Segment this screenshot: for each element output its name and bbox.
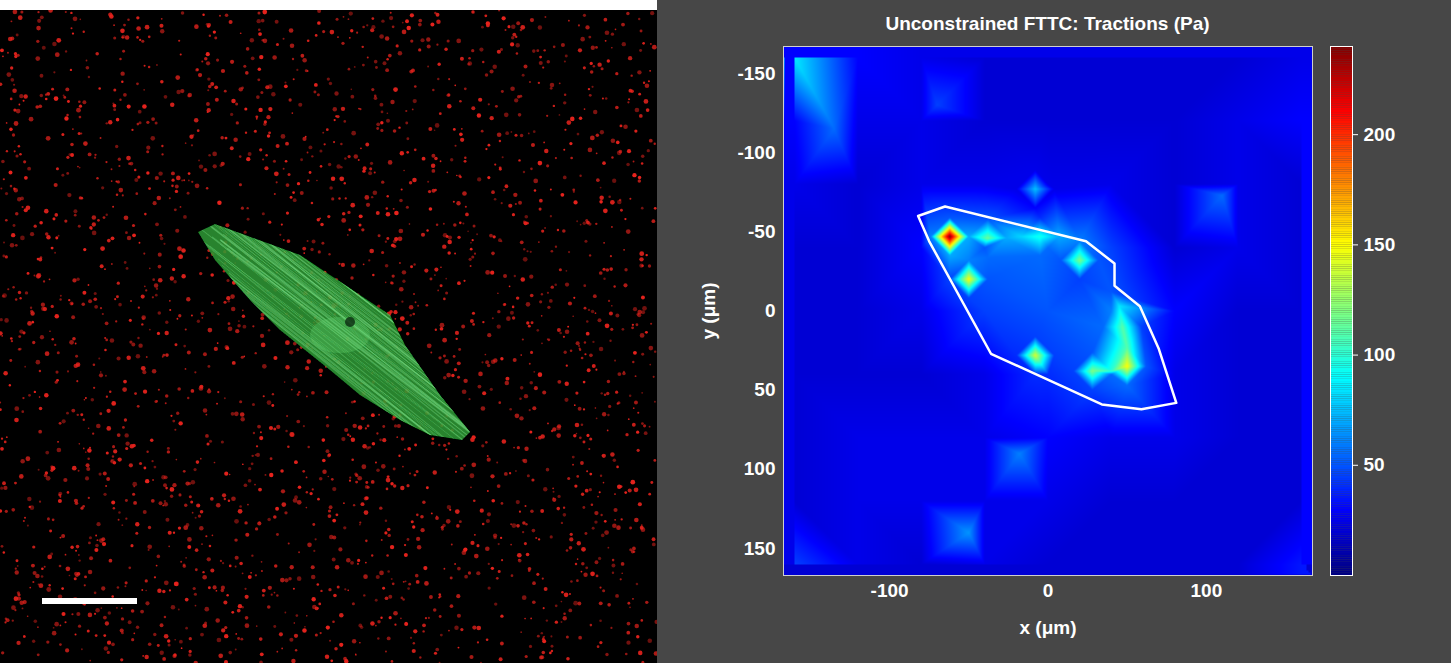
svg-text:-100: -100 [871, 580, 909, 601]
svg-text:0: 0 [765, 300, 776, 321]
svg-text:150: 150 [744, 538, 776, 559]
svg-text:-100: -100 [737, 142, 775, 163]
svg-text:x (μm): x (μm) [1019, 617, 1076, 638]
svg-text:-150: -150 [737, 63, 775, 84]
svg-text:50: 50 [1364, 454, 1385, 475]
svg-text:-50: -50 [748, 221, 775, 242]
svg-text:100: 100 [744, 458, 776, 479]
html-text:Unconstrained FTTC: Tractions: Unconstrained FTTC: Tractions (Pa) [885, 13, 1210, 34]
svg-text:150: 150 [1364, 234, 1396, 255]
svg-text:0: 0 [1043, 580, 1054, 601]
svg-text:100: 100 [1191, 580, 1223, 601]
svg-text:50: 50 [754, 379, 775, 400]
svg-text:200: 200 [1364, 124, 1396, 145]
svg-text:y (μm): y (μm) [698, 282, 719, 339]
svg-text:100: 100 [1364, 344, 1396, 365]
